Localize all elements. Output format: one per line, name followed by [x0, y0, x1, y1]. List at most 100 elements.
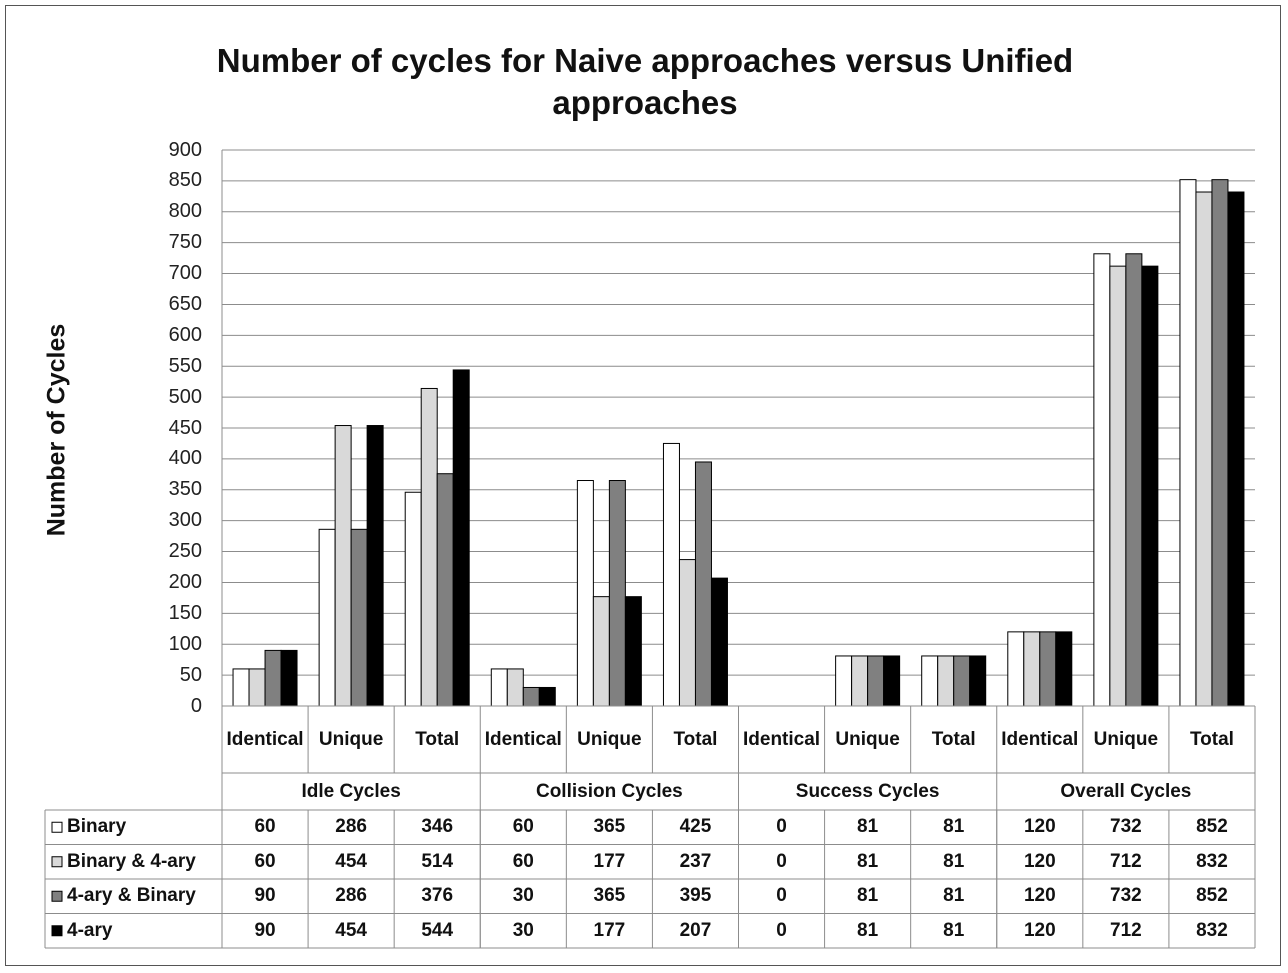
legend-label: Binary: [67, 816, 127, 838]
table-cell: 60: [254, 850, 276, 872]
x-tick-label: Unique: [835, 728, 900, 750]
bar: [366, 425, 384, 707]
legend-key: [51, 925, 63, 937]
bar: [883, 655, 901, 707]
table-cell: 832: [1196, 919, 1228, 941]
table-cell: 286: [335, 816, 367, 838]
table-cell: 454: [335, 850, 367, 872]
table-cell: 832: [1196, 850, 1228, 872]
table-cell: 81: [857, 816, 879, 838]
table-cell: 732: [1110, 816, 1142, 838]
bar: [624, 596, 642, 707]
chart-frame: [5, 5, 1281, 966]
table-cell: 81: [943, 816, 965, 838]
table-cell: 0: [776, 919, 787, 941]
bar: [953, 655, 971, 707]
bar: [835, 655, 853, 707]
bar: [921, 655, 939, 707]
table-cell: 237: [679, 850, 712, 872]
x-tick-label: Identical: [484, 728, 562, 750]
table-cell: 376: [421, 885, 454, 907]
bar: [1109, 265, 1127, 707]
bar: [851, 655, 869, 707]
bar: [1125, 253, 1143, 707]
table-cell: 425: [679, 816, 712, 838]
bar: [522, 686, 540, 707]
table-cell: 177: [593, 850, 626, 872]
y-tick-label: 250: [168, 540, 202, 563]
y-tick-label: 900: [168, 138, 202, 161]
bar: [452, 369, 470, 707]
bar: [608, 480, 626, 707]
table-cell: 81: [857, 850, 879, 872]
table-cell: 365: [593, 816, 626, 838]
y-tick-label: 750: [168, 231, 202, 254]
bar: [694, 461, 712, 707]
bar: [248, 668, 266, 707]
legend-label: 4-ary & Binary: [67, 885, 196, 907]
bar: [1055, 631, 1073, 707]
table-cell: 120: [1023, 850, 1056, 872]
y-tick-label: 850: [168, 169, 202, 192]
group-label: Idle Cycles: [301, 780, 401, 802]
table-cell: 81: [857, 885, 879, 907]
y-tick-label: 50: [179, 663, 202, 686]
table-cell: 712: [1110, 919, 1142, 941]
x-tick-label: Total: [415, 728, 460, 750]
table-cell: 30: [512, 885, 534, 907]
legend-key: [51, 890, 63, 902]
group-label: Collision Cycles: [535, 780, 683, 802]
group-label: Overall Cycles: [1060, 780, 1192, 802]
table-cell: 90: [254, 885, 276, 907]
y-tick-label: 650: [168, 292, 202, 315]
table-cell: 544: [421, 919, 454, 941]
table-cell: 60: [254, 816, 276, 838]
table-cell: 0: [776, 816, 787, 838]
bar: [969, 655, 987, 707]
table-cell: 120: [1023, 885, 1056, 907]
bar: [506, 668, 524, 707]
bar: [1195, 191, 1213, 707]
y-tick-label: 550: [168, 354, 202, 377]
table-cell: 852: [1196, 816, 1228, 838]
bar: [1039, 631, 1057, 707]
y-tick-label: 300: [168, 509, 202, 532]
x-tick-label: Identical: [743, 728, 821, 750]
y-tick-label: 200: [168, 570, 202, 593]
y-tick-label: 350: [168, 478, 202, 501]
bar: [1093, 253, 1111, 707]
y-tick-label: 500: [168, 385, 202, 408]
x-tick-label: Unique: [577, 728, 642, 750]
x-tick-label: Unique: [318, 728, 384, 750]
bar: [1141, 265, 1159, 707]
table-cell: 81: [943, 885, 965, 907]
x-tick-label: Unique: [1093, 728, 1159, 750]
bar: [264, 649, 282, 707]
y-tick-label: 0: [190, 694, 202, 717]
table-cell: 207: [679, 919, 712, 941]
y-tick-label: 100: [168, 632, 202, 655]
table-cell: 365: [593, 885, 626, 907]
bar: [576, 480, 594, 707]
table-cell: 395: [679, 885, 712, 907]
bar: [1023, 631, 1041, 707]
table-cell: 60: [512, 816, 534, 838]
table-cell: 120: [1023, 919, 1056, 941]
y-tick-label: 700: [168, 262, 202, 285]
table-cell: 712: [1110, 850, 1142, 872]
y-axis-label: Number of Cycles: [42, 323, 71, 537]
bar: [662, 442, 680, 707]
bar: [538, 686, 556, 707]
legend-label: 4-ary: [67, 919, 113, 941]
table-cell: 286: [335, 885, 367, 907]
table-cell: 60: [512, 850, 534, 872]
bar: [232, 668, 250, 707]
bar: [1211, 179, 1229, 707]
bar: [867, 655, 885, 707]
bar: [490, 668, 508, 707]
table-cell: 81: [943, 850, 965, 872]
bar: [280, 649, 298, 707]
bar: [1179, 179, 1197, 707]
